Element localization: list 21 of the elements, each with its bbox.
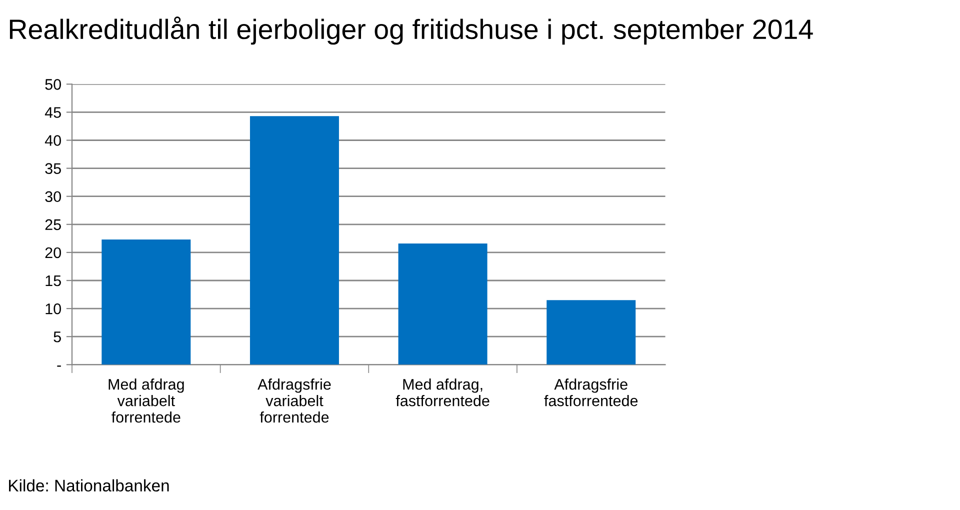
y-tick-label: 30 xyxy=(45,191,61,202)
bar xyxy=(398,243,488,365)
x-tick-label: Med afdrag variabelt forrentede xyxy=(108,378,184,423)
y-tick-label: 35 xyxy=(45,163,61,174)
text: Kilde: Nationalbanken xyxy=(9,479,169,492)
chart-title: Realkreditudlån til ejerboliger og fritidshuse i pct. september 2014 xyxy=(10,16,813,45)
y-tick-label: 5 xyxy=(54,332,61,342)
x-tick-label: Afdragsfrie fastforrentede xyxy=(544,378,638,406)
bar xyxy=(250,116,339,365)
y-tick-label: 40 xyxy=(44,135,61,146)
y-tick-label: 25 xyxy=(45,219,61,230)
bar xyxy=(546,300,636,365)
y-tick-label: - xyxy=(57,366,61,367)
y-tick-label: 15 xyxy=(46,276,61,286)
y-tick-label: 45 xyxy=(44,107,61,118)
y-tick-label: 50 xyxy=(45,79,61,90)
y-tick-label: 10 xyxy=(46,303,61,314)
x-tick-label: Afdragsfrie variabelt forrentede xyxy=(258,378,331,423)
bar xyxy=(102,240,191,365)
y-tick-label: 20 xyxy=(45,247,61,258)
x-tick-label: Med afdrag, fastforrentede xyxy=(396,378,490,406)
